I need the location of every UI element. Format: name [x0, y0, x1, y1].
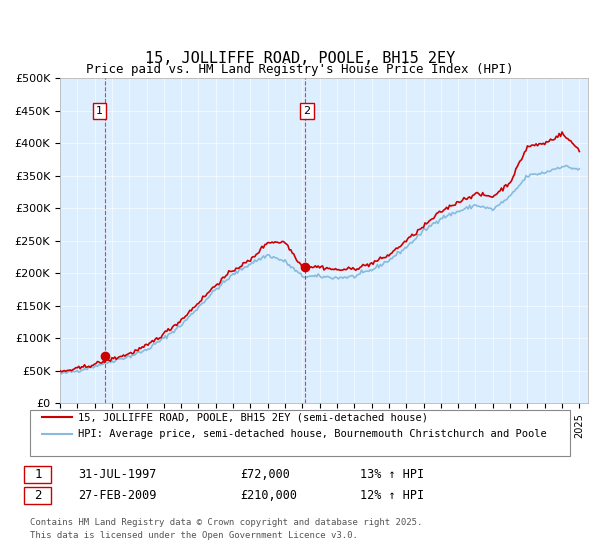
Text: 31-JUL-1997: 31-JUL-1997 — [78, 468, 157, 481]
Text: 27-FEB-2009: 27-FEB-2009 — [78, 489, 157, 502]
Text: 13% ↑ HPI: 13% ↑ HPI — [360, 468, 424, 481]
Text: 2: 2 — [34, 489, 41, 502]
Text: Price paid vs. HM Land Registry's House Price Index (HPI): Price paid vs. HM Land Registry's House … — [86, 63, 514, 77]
Text: 2: 2 — [303, 106, 310, 116]
Text: HPI: Average price, semi-detached house, Bournemouth Christchurch and Poole: HPI: Average price, semi-detached house,… — [78, 429, 547, 439]
Text: 12% ↑ HPI: 12% ↑ HPI — [360, 489, 424, 502]
Text: 1: 1 — [34, 468, 41, 481]
Text: 15, JOLLIFFE ROAD, POOLE, BH15 2EY: 15, JOLLIFFE ROAD, POOLE, BH15 2EY — [145, 52, 455, 66]
Text: £210,000: £210,000 — [240, 489, 297, 502]
Text: 15, JOLLIFFE ROAD, POOLE, BH15 2EY (semi-detached house): 15, JOLLIFFE ROAD, POOLE, BH15 2EY (semi… — [78, 412, 428, 422]
Text: Contains HM Land Registry data © Crown copyright and database right 2025.
This d: Contains HM Land Registry data © Crown c… — [30, 519, 422, 540]
Text: 1: 1 — [96, 106, 103, 116]
Text: £72,000: £72,000 — [240, 468, 290, 481]
